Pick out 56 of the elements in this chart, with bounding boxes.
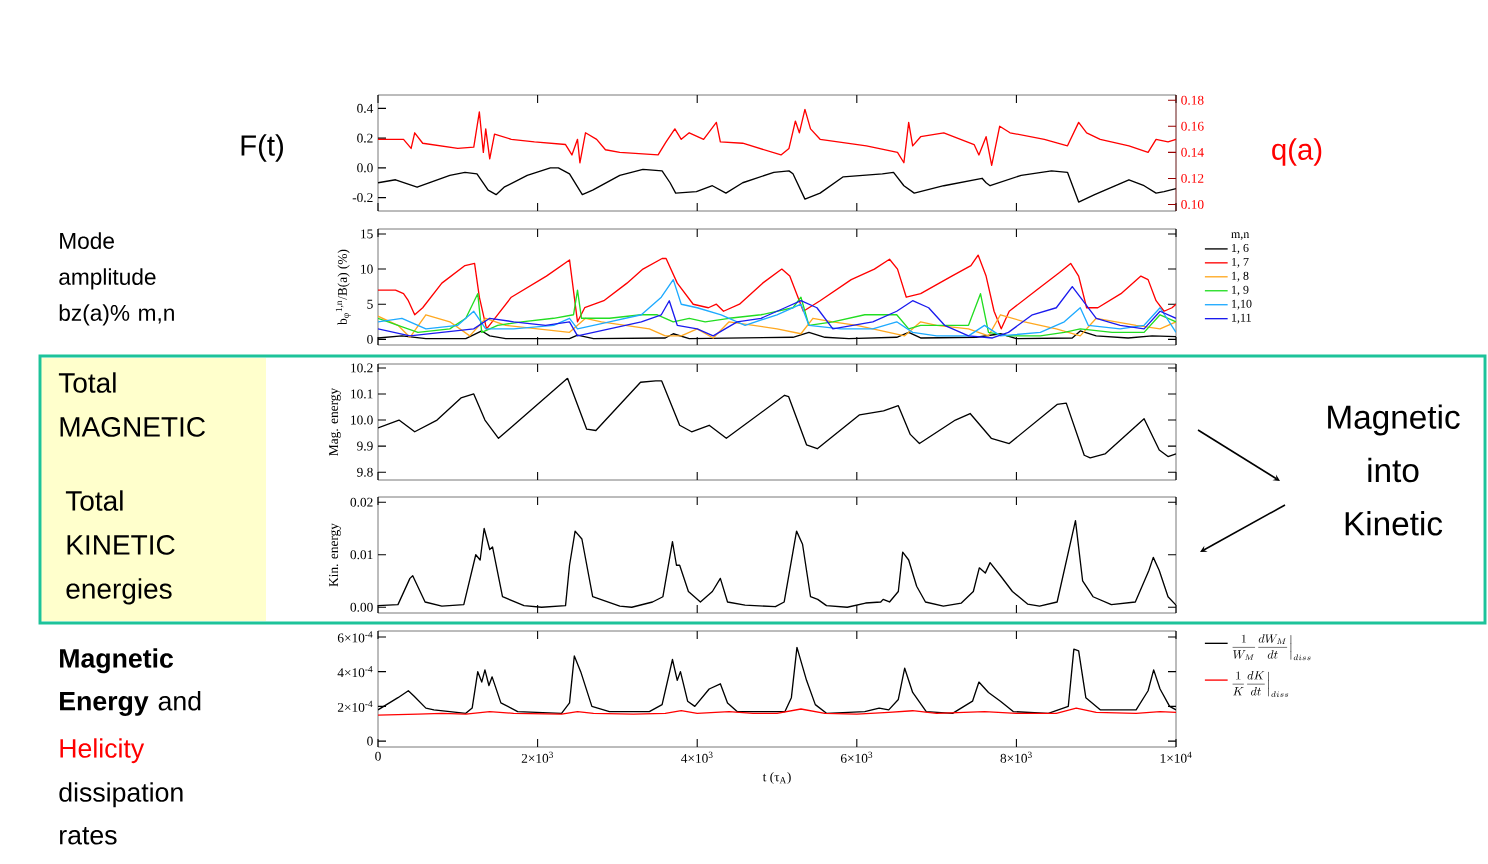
legend-label: $\frac{1}{W_{M}}\frac{dW_{M}}{dt}\Big|_{diss}$ — [1232, 634, 1311, 661]
y-tick-label: 6×10$^{-4}$ — [337, 631, 373, 643]
y2-tick-label: 0.18 — [1181, 95, 1204, 105]
legend-label: 1,11 — [1232, 313, 1251, 324]
text: dissipation rates — [59, 782, 183, 845]
line-series — [378, 108, 1177, 167]
legend-label: $\frac{1}{K}\frac{dK}{dt}\Big|_{diss}$ — [1232, 671, 1289, 697]
text: Magnetic Energy and — [60, 648, 201, 716]
y-tick-label: 9.9 — [357, 441, 373, 451]
x-tick-label: 1×10$^{4}$ — [1160, 751, 1192, 763]
line-series — [378, 254, 1177, 330]
y-tick-label: 4×10$^{-4}$ — [337, 666, 373, 678]
legend-label: 1,10 — [1232, 299, 1252, 310]
y-tick-label: 0.2 — [357, 133, 373, 143]
y-tick-label: 15 — [361, 229, 373, 239]
x-tick-label: 6×10$^{3}$ — [840, 751, 873, 763]
y-tick-label: -0.2 — [352, 193, 373, 203]
y2-tick-label: 0.14 — [1181, 147, 1204, 157]
y-tick-label: 0.0 — [357, 163, 373, 173]
text: Total MAGNETIC — [58, 372, 205, 437]
y-tick-label: 0.01 — [350, 550, 373, 560]
y-tick-label: 0.00 — [350, 602, 373, 612]
y-axis-title: b$_{φ}$$^{1,n}$/B(a) (%) — [335, 249, 351, 325]
y2-tick-label: 0.10 — [1181, 199, 1204, 210]
x-tick-label: 8×10$^{3}$ — [1000, 751, 1032, 763]
legend-title: m,n — [1231, 232, 1250, 240]
y-tick-label: 9.8 — [357, 467, 373, 477]
legend-label: 1, 7 — [1232, 257, 1249, 268]
y-tick-label: 10 — [361, 264, 373, 274]
y-axis-title: Kin. energy — [329, 523, 341, 587]
text: Total KINETIC energies — [65, 490, 175, 605]
legend-label: 1, 8 — [1232, 271, 1249, 282]
y-tick-label: 0 — [367, 334, 373, 344]
y-tick-label: 10.1 — [351, 389, 373, 399]
y2-tick-label: 0.16 — [1181, 121, 1204, 131]
text: q(a) — [1272, 138, 1322, 166]
text: Helicity — [60, 738, 145, 764]
x-axis-title: t (τ$_{A}$) — [762, 772, 791, 785]
y-axis-title: Mag. energy — [329, 387, 341, 456]
x-tick-label: 0 — [375, 751, 381, 761]
y-tick-label: 10.0 — [351, 415, 373, 425]
y2-tick-label: 0.12 — [1181, 173, 1204, 183]
line-series — [378, 707, 1177, 716]
legend-label: 1, 6 — [1232, 243, 1249, 254]
y-tick-label: 0 — [367, 736, 373, 746]
text: Magnetic into Kinetic — [1328, 404, 1460, 536]
y-tick-label: 2×10$^{-4}$ — [337, 700, 373, 712]
x-tick-label: 4×10$^{3}$ — [681, 751, 713, 763]
y-tick-label: 0.4 — [357, 103, 374, 113]
x-tick-label: 2×10$^{3}$ — [521, 751, 554, 763]
text: Mode amplitude bz(a)% m,n — [59, 232, 174, 326]
y-tick-label: 0.02 — [350, 497, 373, 507]
text: F(t) — [241, 134, 283, 162]
y-tick-label: 5 — [367, 299, 373, 309]
y-tick-label: 10.2 — [351, 363, 373, 373]
legend-label: 1, 9 — [1232, 285, 1249, 296]
